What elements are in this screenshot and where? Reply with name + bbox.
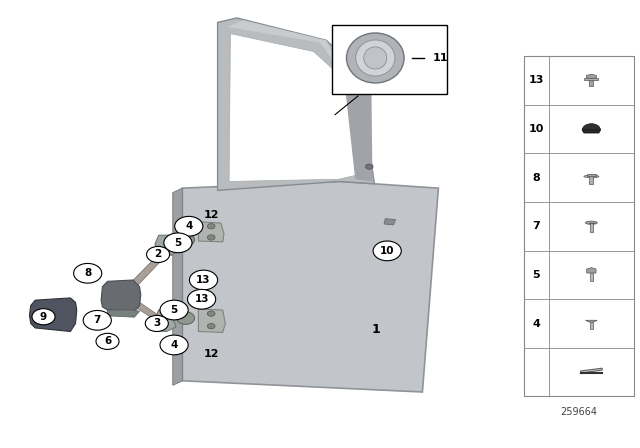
- Polygon shape: [218, 18, 374, 190]
- Polygon shape: [182, 181, 438, 392]
- Polygon shape: [131, 300, 169, 326]
- Polygon shape: [586, 320, 597, 322]
- Wedge shape: [582, 124, 600, 130]
- Polygon shape: [108, 310, 140, 317]
- Text: 7: 7: [532, 221, 540, 231]
- Circle shape: [177, 312, 195, 324]
- Circle shape: [188, 289, 216, 309]
- Polygon shape: [155, 235, 178, 255]
- Text: 3: 3: [153, 319, 161, 328]
- Ellipse shape: [346, 33, 404, 83]
- Polygon shape: [229, 34, 358, 181]
- Circle shape: [175, 216, 203, 236]
- Circle shape: [160, 300, 188, 320]
- Text: 10: 10: [529, 124, 544, 134]
- Text: 6: 6: [104, 336, 111, 346]
- Polygon shape: [131, 246, 172, 287]
- Text: 13: 13: [196, 275, 211, 285]
- Polygon shape: [589, 223, 593, 232]
- Ellipse shape: [586, 221, 597, 224]
- Text: 7: 7: [93, 315, 101, 325]
- Polygon shape: [580, 368, 602, 373]
- Polygon shape: [587, 267, 596, 273]
- Text: 11: 11: [433, 53, 449, 63]
- Text: 13: 13: [529, 75, 544, 85]
- Text: 13: 13: [195, 294, 209, 304]
- FancyBboxPatch shape: [332, 25, 447, 94]
- Text: 10: 10: [380, 246, 394, 256]
- Circle shape: [365, 164, 373, 169]
- Text: 9: 9: [40, 312, 47, 322]
- Polygon shape: [173, 188, 182, 385]
- Text: 5: 5: [532, 270, 540, 280]
- Text: 4: 4: [532, 319, 540, 328]
- Polygon shape: [227, 20, 346, 78]
- Polygon shape: [589, 177, 593, 184]
- Polygon shape: [589, 322, 593, 329]
- Circle shape: [160, 335, 188, 355]
- Circle shape: [373, 241, 401, 261]
- Text: 12: 12: [204, 349, 219, 359]
- Text: 4: 4: [170, 340, 178, 350]
- Polygon shape: [384, 219, 396, 225]
- Polygon shape: [586, 74, 596, 78]
- Text: 2: 2: [154, 250, 162, 259]
- Polygon shape: [29, 298, 77, 332]
- Circle shape: [177, 233, 195, 246]
- Polygon shape: [101, 280, 141, 311]
- Text: 8: 8: [532, 172, 540, 183]
- Ellipse shape: [364, 47, 387, 69]
- Circle shape: [207, 323, 215, 329]
- Polygon shape: [584, 78, 598, 80]
- Polygon shape: [589, 80, 593, 86]
- Circle shape: [189, 270, 218, 290]
- Polygon shape: [582, 130, 600, 133]
- Ellipse shape: [584, 175, 599, 178]
- Text: 4: 4: [185, 221, 193, 231]
- Polygon shape: [198, 222, 224, 242]
- Polygon shape: [154, 310, 176, 332]
- Circle shape: [145, 315, 168, 332]
- Circle shape: [164, 233, 192, 253]
- Circle shape: [207, 311, 215, 316]
- Text: 8: 8: [84, 268, 92, 278]
- Circle shape: [96, 333, 119, 349]
- Circle shape: [74, 263, 102, 283]
- FancyBboxPatch shape: [524, 56, 634, 396]
- Polygon shape: [198, 309, 225, 332]
- Circle shape: [83, 310, 111, 330]
- Circle shape: [207, 235, 215, 240]
- Text: 12: 12: [204, 210, 219, 220]
- Text: 1: 1: [371, 323, 380, 336]
- Ellipse shape: [356, 40, 395, 76]
- Circle shape: [32, 309, 55, 325]
- Circle shape: [207, 224, 215, 229]
- Polygon shape: [589, 273, 593, 281]
- Text: 259664: 259664: [560, 407, 597, 417]
- Polygon shape: [344, 67, 372, 181]
- Polygon shape: [587, 173, 596, 177]
- Text: 5: 5: [174, 238, 182, 248]
- Circle shape: [147, 246, 170, 263]
- Text: 5: 5: [170, 305, 178, 315]
